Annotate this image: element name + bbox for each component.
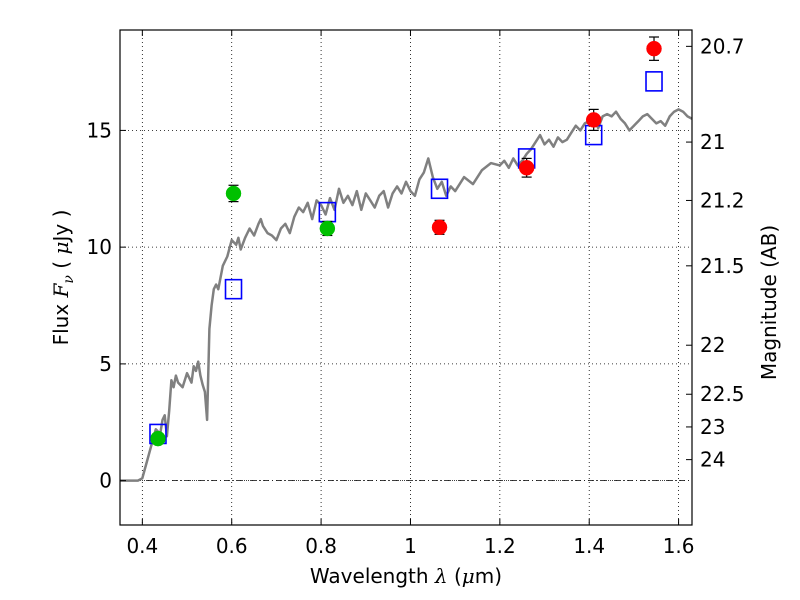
- y-axis-title-unit-open: (: [49, 255, 73, 276]
- right-axis-tick-label: 24: [700, 448, 725, 472]
- x-axis-title-unit-open: (: [448, 564, 462, 588]
- x-tick-label: 1.2: [484, 534, 516, 558]
- axis-ticks: 0.4 0.6 0.8 1 1.2 1.4 1.6 0 5 10 15 20.7 21 21.2 21.5 2…: [87, 30, 745, 558]
- model-spectrum-line: [120, 108, 693, 482]
- x-tick-label: 1: [404, 534, 417, 558]
- y-tick-label: 0: [99, 469, 112, 493]
- y-tick-label: 5: [99, 352, 112, 376]
- y-axis-title-prefix: Flux: [49, 297, 73, 345]
- data-point: [646, 40, 662, 57]
- right-axis-tick-label: 21.2: [700, 188, 745, 212]
- right-axis-tick-label: 23: [700, 415, 725, 439]
- data-point: [431, 219, 448, 236]
- nir-point: [585, 108, 602, 132]
- nir-point: [431, 219, 448, 236]
- x-axis-title-mu: μ: [462, 564, 475, 588]
- x-tick-label: 0.4: [126, 534, 158, 558]
- y-tick-label: 10: [87, 235, 112, 259]
- optical-point: [150, 430, 166, 447]
- x-axis-title-lambda: λ: [434, 564, 448, 588]
- right-axis-tick-label: 21.5: [700, 254, 745, 278]
- model-box: [645, 71, 663, 92]
- data-point: [225, 185, 242, 202]
- model-spectrum: [120, 108, 693, 482]
- data-point: [585, 112, 602, 128]
- nir-point: [518, 157, 535, 178]
- model-box: [430, 178, 449, 200]
- right-axis-tick-label: 22: [700, 333, 725, 357]
- nir-photometry-points: [431, 36, 662, 236]
- x-axis-title-prefix: Wavelength: [310, 564, 435, 588]
- data-point: [518, 160, 535, 176]
- data-point: [150, 430, 166, 447]
- nir-point: [646, 36, 662, 61]
- y-axis-title-f: F: [49, 282, 73, 298]
- data-point: [319, 220, 336, 237]
- right-axis-title: Magnitude (AB): [757, 225, 781, 380]
- x-tick-label: 1.4: [573, 534, 605, 558]
- y-axis-title: Flux Fν ( μJy ): [49, 210, 77, 346]
- optical-photometry-points: [150, 184, 336, 447]
- x-tick-label: 0.6: [216, 534, 248, 558]
- y-axis-title-nu: ν: [61, 275, 77, 284]
- grid-lines: [120, 30, 692, 525]
- plot-frame: [119, 29, 693, 526]
- x-tick-label: 0.8: [305, 534, 337, 558]
- y-axis-title-mu: μ: [49, 242, 73, 255]
- model-box: [224, 278, 243, 300]
- x-axis-title: Wavelength λ (μm): [310, 564, 502, 588]
- right-axis-tick-label: 22.5: [700, 382, 745, 406]
- x-tick-label: 1.6: [663, 534, 695, 558]
- x-axis-title-unit-rest: m): [475, 564, 502, 588]
- right-axis-tick-label: 20.7: [700, 34, 745, 58]
- y-tick-label: 15: [87, 118, 112, 142]
- optical-point: [319, 220, 336, 237]
- y-axis-title-unit-rest: Jy ): [49, 210, 73, 244]
- optical-point: [225, 184, 242, 203]
- right-axis-tick-label: 21: [700, 130, 725, 154]
